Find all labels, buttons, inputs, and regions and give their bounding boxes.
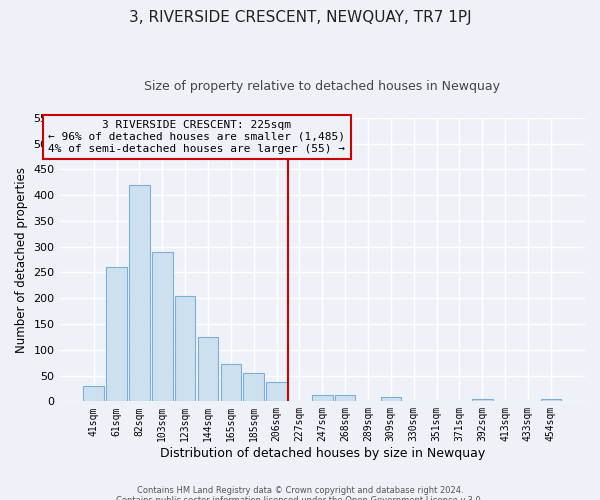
Bar — [221, 364, 241, 402]
Text: Contains HM Land Registry data © Crown copyright and database right 2024.: Contains HM Land Registry data © Crown c… — [137, 486, 463, 495]
Bar — [129, 185, 150, 402]
Text: 3 RIVERSIDE CRESCENT: 225sqm
← 96% of detached houses are smaller (1,485)
4% of : 3 RIVERSIDE CRESCENT: 225sqm ← 96% of de… — [48, 120, 345, 154]
Text: Contains public sector information licensed under the Open Government Licence v.: Contains public sector information licen… — [116, 496, 484, 500]
Bar — [106, 268, 127, 402]
Bar — [198, 337, 218, 402]
Bar — [152, 252, 173, 402]
Title: Size of property relative to detached houses in Newquay: Size of property relative to detached ho… — [144, 80, 500, 93]
Text: 3, RIVERSIDE CRESCENT, NEWQUAY, TR7 1PJ: 3, RIVERSIDE CRESCENT, NEWQUAY, TR7 1PJ — [128, 10, 472, 25]
Bar — [335, 394, 355, 402]
Bar — [472, 399, 493, 402]
Bar — [175, 296, 196, 402]
Bar — [244, 373, 264, 402]
Bar — [541, 400, 561, 402]
Bar — [380, 397, 401, 402]
Bar — [266, 382, 287, 402]
Bar — [83, 386, 104, 402]
Bar — [312, 394, 332, 402]
X-axis label: Distribution of detached houses by size in Newquay: Distribution of detached houses by size … — [160, 447, 485, 460]
Y-axis label: Number of detached properties: Number of detached properties — [15, 166, 28, 352]
